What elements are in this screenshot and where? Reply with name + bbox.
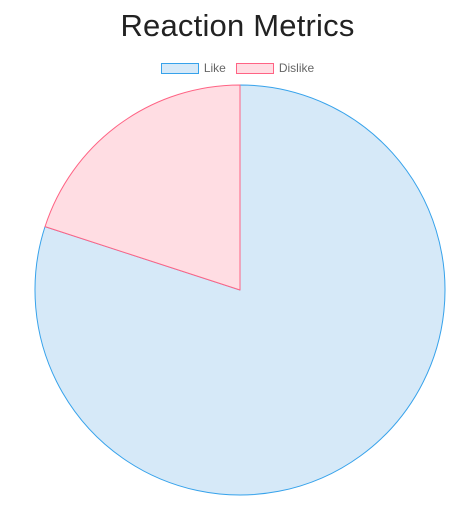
- legend-label-like: Like: [203, 61, 226, 75]
- legend-item-dislike[interactable]: Dislike: [235, 61, 315, 75]
- legend-swatch-like: [160, 62, 199, 74]
- chart-title: Reaction Metrics: [120, 8, 355, 43]
- pie-slices: [34, 84, 446, 496]
- legend-label-dislike: Dislike: [278, 61, 315, 75]
- legend-swatch-dislike: [235, 62, 274, 74]
- chart-legend: Like Dislike: [0, 61, 475, 75]
- pie-slice-dislike[interactable]: [44, 84, 241, 291]
- legend-item-like[interactable]: Like: [160, 61, 226, 75]
